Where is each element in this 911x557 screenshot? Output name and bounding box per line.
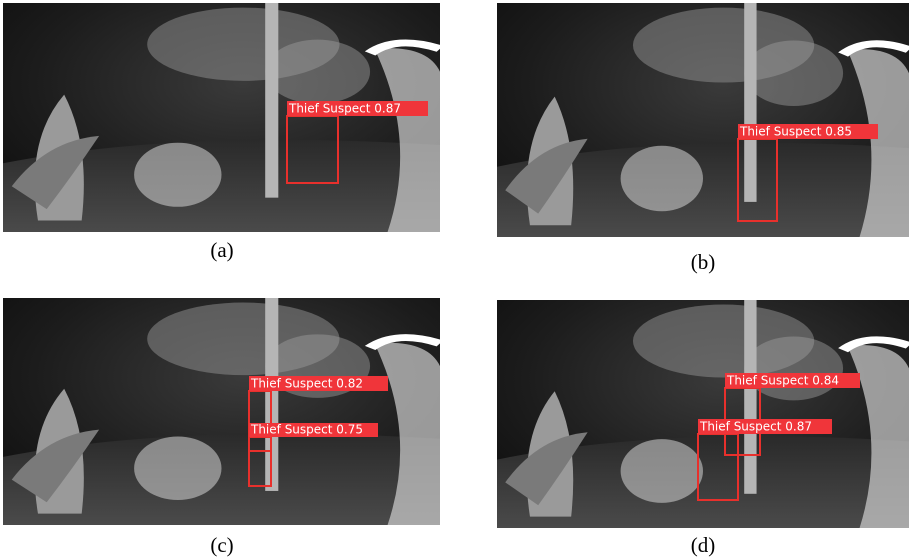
figure: Thief Suspect 0.87 (a) Thief Suspect 0.8… <box>0 0 911 557</box>
detection-label: Thief Suspect 0.85 <box>739 125 852 139</box>
photo <box>497 300 909 528</box>
detection-label: Thief Suspect 0.82 <box>250 377 363 391</box>
caption: (d) <box>691 533 716 557</box>
detection-label: Thief Suspect 0.87 <box>288 102 401 116</box>
detection-label: Thief Suspect 0.84 <box>726 374 839 388</box>
photo <box>497 3 909 237</box>
detection-label: Thief Suspect 0.75 <box>250 423 363 437</box>
caption: (c) <box>210 533 233 557</box>
detection-label: Thief Suspect 0.87 <box>699 420 812 434</box>
photo <box>3 298 440 525</box>
caption: (b) <box>691 250 716 274</box>
photo <box>3 3 440 232</box>
caption: (a) <box>210 238 233 262</box>
